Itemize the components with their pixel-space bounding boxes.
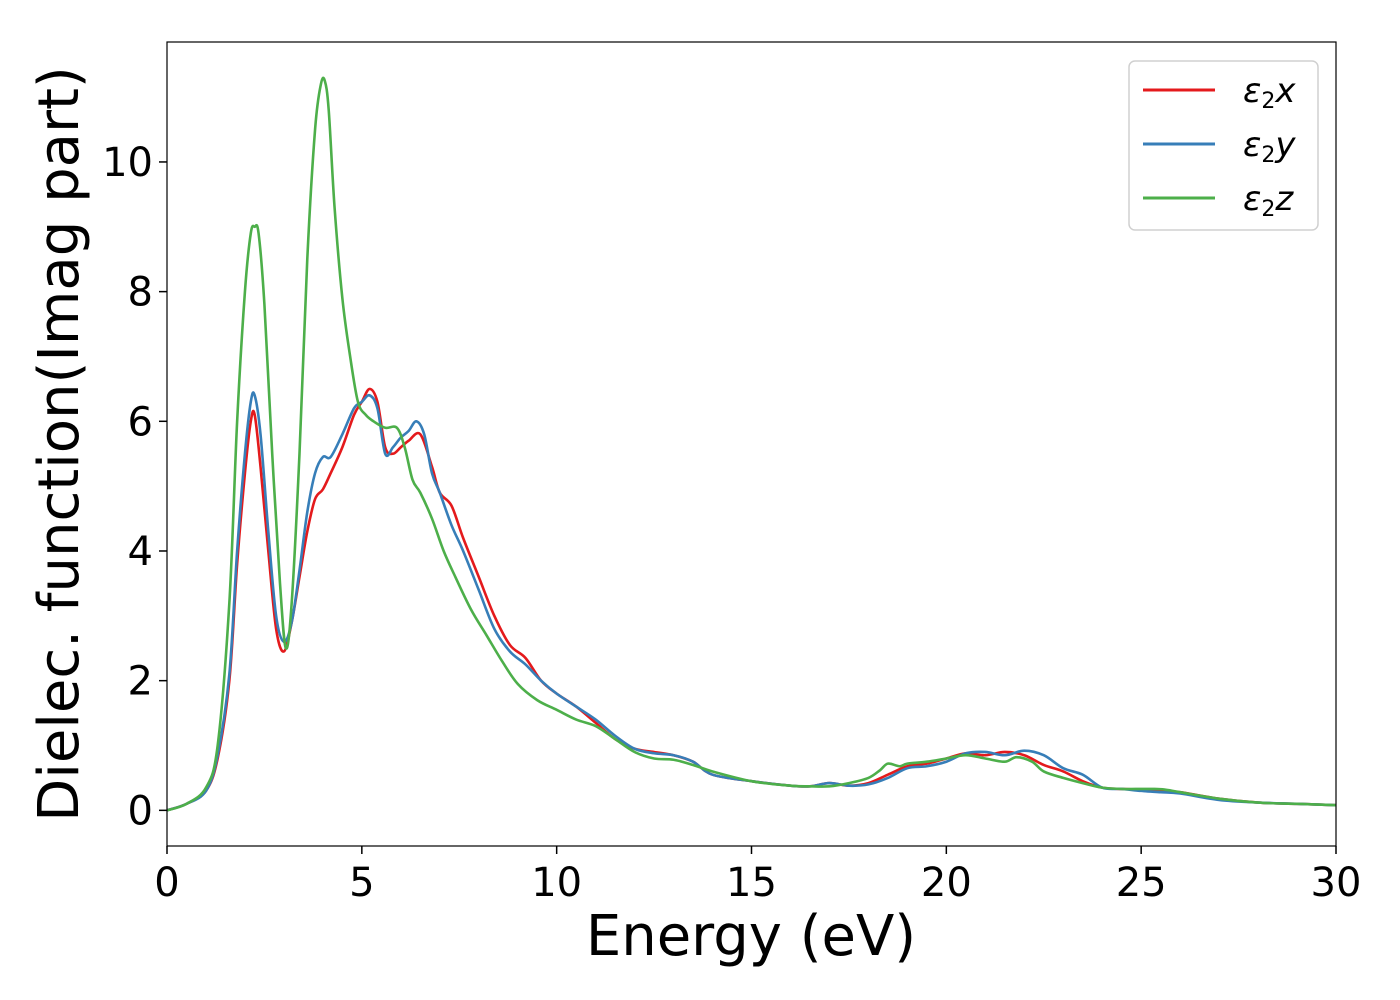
x-tick-label: 0 [154,860,179,906]
legend-box [1128,60,1319,231]
x-axis: 0 5 10 15 20 25 30 [154,846,1361,906]
series-line-x [166,387,1337,812]
y-axis: 0 2 4 6 8 10 [102,140,167,834]
x-axis-title: Energy (eV) [586,904,916,969]
y-tick-label: 6 [128,399,153,445]
legend: ε2x ε2y ε2z [1128,60,1319,231]
x-tick-label: 25 [1116,860,1167,906]
legend-label-y: ε2y [1243,125,1296,168]
series-line-y [166,391,1337,812]
x-tick-label: 10 [531,860,582,906]
y-tick-label: 4 [128,529,153,575]
x-tick-label: 30 [1311,860,1362,906]
legend-label-x: ε2x [1243,71,1296,114]
y-tick-label: 8 [128,270,153,316]
x-tick-label: 15 [726,860,777,906]
series-layer [166,76,1337,812]
x-tick-label: 20 [921,860,972,906]
legend-label-z: ε2z [1243,179,1294,222]
y-tick-label: 0 [128,788,153,834]
y-tick-label: 10 [102,140,153,186]
x-tick-label: 5 [349,860,374,906]
y-tick-label: 2 [128,659,153,705]
y-axis-title: Dielec. function(Imag part) [27,66,92,822]
series-line-z [166,76,1337,812]
